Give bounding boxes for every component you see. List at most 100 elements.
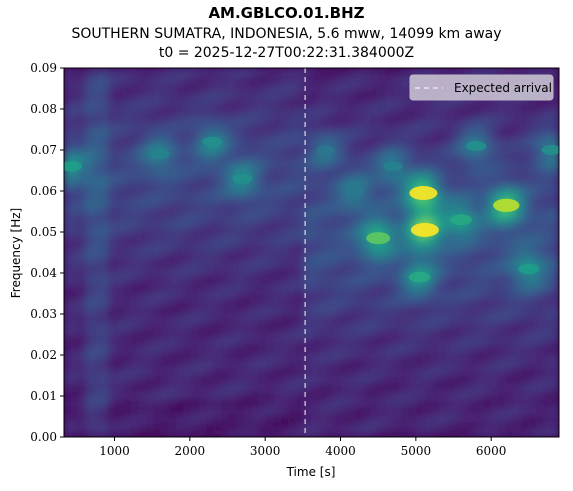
heatmap-cell (446, 290, 455, 300)
heatmap-cell (476, 68, 485, 77)
heatmap-cell (191, 375, 200, 384)
heatmap-cell (258, 175, 267, 184)
heatmap-cell (543, 305, 552, 315)
heatmap-cell (318, 321, 327, 330)
heatmap-cell (168, 275, 177, 284)
heatmap-cell (101, 390, 110, 400)
heatmap-cell (243, 267, 252, 277)
heatmap-cell (311, 121, 320, 130)
heatmap-cell (378, 313, 387, 323)
heatmap-cell (408, 159, 417, 169)
heatmap-cell (446, 244, 455, 253)
heatmap-cell (183, 305, 192, 315)
heatmap-cell (93, 259, 102, 269)
heatmap-cell (266, 113, 275, 123)
heatmap-cell (311, 98, 320, 107)
heatmap-cell (93, 159, 102, 169)
heatmap-cell (288, 305, 297, 315)
heatmap-cell (303, 421, 312, 430)
heatmap-cell (401, 321, 410, 330)
heatmap-cell (281, 159, 290, 169)
heatmap-cell (288, 313, 297, 323)
heatmap-cell (116, 213, 125, 223)
heatmap-cell (176, 382, 185, 392)
heatmap-cell (378, 390, 387, 400)
heatmap-cell (78, 82, 87, 92)
heatmap-cell (363, 344, 372, 353)
heatmap-cell (408, 359, 417, 369)
heatmap-cell (206, 228, 215, 238)
heatmap-cell (93, 236, 102, 246)
heatmap-cell (64, 321, 72, 330)
heatmap-cell (528, 121, 537, 130)
heatmap-cell (356, 367, 365, 376)
heatmap-cell (183, 90, 192, 100)
heatmap-cell (183, 136, 192, 146)
heatmap-cell (326, 205, 335, 215)
heatmap-cell (461, 267, 470, 277)
heatmap-cell (378, 144, 387, 154)
heatmap-cell (551, 68, 559, 77)
heatmap-cell (326, 121, 335, 130)
y-tick-label: 0.02 (30, 348, 57, 362)
heatmap-cell (341, 105, 350, 115)
heatmap-cell (341, 375, 350, 384)
heatmap-cell (266, 90, 275, 100)
heatmap-cell (536, 375, 545, 384)
heatmap-cell (213, 221, 222, 230)
heatmap-cell (423, 313, 432, 323)
heatmap-cell (543, 228, 552, 238)
heatmap-cell (93, 367, 102, 376)
heatmap-cell (288, 159, 297, 169)
heatmap-cell (341, 182, 350, 192)
heatmap-cell (401, 129, 410, 138)
heatmap-cell (393, 282, 402, 292)
heatmap-cell (468, 198, 477, 207)
heatmap-cell (64, 167, 72, 177)
heatmap-cell (408, 236, 417, 246)
heatmap-cell (146, 159, 155, 169)
heatmap-cell (513, 136, 522, 146)
heatmap-cell (176, 105, 185, 115)
heatmap-cell (146, 298, 155, 307)
heatmap-cell (78, 198, 87, 207)
heatmap-cell (296, 305, 305, 315)
heatmap-cell (528, 390, 537, 400)
heatmap-cell (468, 344, 477, 353)
heatmap-cell (213, 205, 222, 215)
heatmap-cell (341, 136, 350, 146)
heatmap-cell (213, 313, 222, 323)
heatmap-cell (476, 282, 485, 292)
heatmap-cell (318, 136, 327, 146)
heatmap-cell (423, 382, 432, 392)
heatmap-cell (483, 267, 492, 277)
heatmap-cell (108, 428, 117, 437)
heatmap-cell (168, 321, 177, 330)
heatmap-cell (333, 121, 342, 130)
heatmap-cell (123, 190, 132, 200)
heatmap-cell (326, 175, 335, 184)
heatmap-cell (258, 228, 267, 238)
heatmap-cell (423, 398, 432, 407)
heatmap-cell (206, 159, 215, 169)
heatmap-cell (378, 136, 387, 146)
heatmap-cell (536, 267, 545, 277)
heatmap-cell (491, 282, 500, 292)
heatmap-cell (498, 405, 507, 415)
heatmap-cell (393, 68, 402, 77)
heatmap-cell (116, 382, 125, 392)
heatmap-cell (236, 298, 245, 307)
heatmap-cell (401, 351, 410, 361)
heatmap-cell (326, 228, 335, 238)
heatmap-cell (131, 75, 140, 84)
heatmap-cell (536, 198, 545, 207)
heatmap-cell (213, 351, 222, 361)
heatmap-cell (116, 236, 125, 246)
heatmap-cell (116, 82, 125, 92)
heatmap-cell (476, 221, 485, 230)
heatmap-cell (108, 290, 117, 300)
heatmap-cell (431, 405, 440, 415)
heatmap-cell (64, 82, 72, 92)
heatmap-cell (183, 244, 192, 253)
heatmap-cell (356, 129, 365, 138)
